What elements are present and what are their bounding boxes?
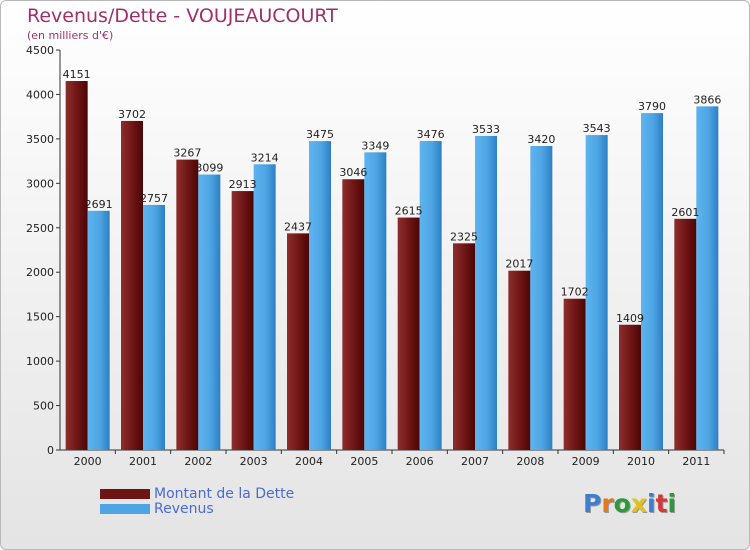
data-label-revenus: 3533 xyxy=(472,123,500,136)
data-label-dette: 3702 xyxy=(118,108,146,121)
bar-dette xyxy=(508,270,531,450)
data-label-dette: 3046 xyxy=(339,166,367,179)
data-label-revenus: 2757 xyxy=(140,192,168,205)
bar-revenus xyxy=(253,164,276,451)
data-label-revenus: 3476 xyxy=(417,128,445,141)
data-label-dette: 2615 xyxy=(395,205,423,218)
legend-swatch-revenus xyxy=(100,503,150,514)
bar-dette xyxy=(287,233,309,450)
y-tick-label: 1500 xyxy=(26,311,54,324)
data-label-dette: 4151 xyxy=(63,68,91,81)
data-label-dette: 1702 xyxy=(561,286,589,299)
bar-revenus xyxy=(143,204,165,450)
bar-revenus xyxy=(530,146,553,450)
y-tick-label: 2500 xyxy=(26,222,54,235)
data-label-dette: 2913 xyxy=(229,178,257,191)
data-label-revenus: 3543 xyxy=(583,122,611,135)
y-tick-label: 4000 xyxy=(26,88,54,101)
data-label-dette: 2325 xyxy=(450,230,478,243)
x-tick-label: 2006 xyxy=(406,455,434,468)
x-tick-label: 2009 xyxy=(572,455,600,468)
bar-dette xyxy=(619,324,641,450)
y-tick-label: 0 xyxy=(47,444,54,457)
data-label-dette: 2601 xyxy=(671,206,699,219)
proxiti-logo: Proxiti xyxy=(583,489,677,518)
y-tick-label: 3000 xyxy=(26,177,54,190)
data-label-revenus: 3420 xyxy=(527,133,555,146)
x-tick-label: 2004 xyxy=(295,455,323,468)
axes: 0 500 1000 1500 2000 2500 3000 3500 4000 4500 2000… xyxy=(26,44,725,468)
bar-revenus xyxy=(696,106,719,450)
legend-label-revenus: Revenus xyxy=(154,500,214,517)
bar-dette xyxy=(453,243,475,450)
x-tick-label: 2008 xyxy=(516,455,544,468)
bar-dette xyxy=(674,218,697,450)
data-label-revenus: 3790 xyxy=(638,100,666,113)
data-label-revenus: 3349 xyxy=(361,139,389,152)
bar-revenus xyxy=(641,113,663,450)
data-label-revenus: 3099 xyxy=(195,162,223,175)
bar-revenus xyxy=(309,141,331,450)
chart-title: Revenus/Dette - VOUJEAUCOURT xyxy=(27,5,338,27)
bar-dette xyxy=(342,179,365,450)
bar-dette xyxy=(176,159,199,450)
y-tick-label: 1000 xyxy=(26,355,54,368)
x-tick-label: 2002 xyxy=(184,455,212,468)
chart-subtitle: (en milliers d'€) xyxy=(27,29,114,42)
bar-dette xyxy=(397,217,420,450)
bar-revenus xyxy=(198,174,221,451)
bar-revenus xyxy=(419,141,442,450)
x-tick-label: 2005 xyxy=(350,455,378,468)
x-tick-label: 2010 xyxy=(627,455,655,468)
x-tick-label: 2007 xyxy=(461,455,489,468)
bar-dette xyxy=(231,191,254,451)
data-label-dette: 2017 xyxy=(505,258,533,271)
data-label-revenus: 3475 xyxy=(306,128,334,141)
data-label-revenus: 3866 xyxy=(693,93,721,106)
y-tick-label: 3500 xyxy=(26,133,54,146)
x-tick-label: 2003 xyxy=(240,455,268,468)
x-tick-label: 2001 xyxy=(129,455,157,468)
legend-item-dette: Montant de la Dette xyxy=(100,485,295,502)
data-label-dette: 2437 xyxy=(284,220,312,233)
bar-revenus xyxy=(475,135,497,450)
bar-dette xyxy=(65,81,88,451)
data-label-dette: 1409 xyxy=(616,312,644,325)
y-tick-label: 500 xyxy=(33,400,54,413)
legend-swatch-dette xyxy=(100,488,150,499)
y-tick-label: 4500 xyxy=(26,44,54,57)
legend: Montant de la Dette Revenus xyxy=(100,485,295,517)
data-labels: 4151 2691 3702 2757 3267 3099 2913 3214 2437 3475… xyxy=(63,68,722,325)
data-label-dette: 3267 xyxy=(173,147,201,160)
data-label-revenus: 2691 xyxy=(85,198,113,211)
legend-item-revenus: Revenus xyxy=(100,500,294,517)
data-label-revenus: 3214 xyxy=(251,151,279,164)
x-tick-label: 2011 xyxy=(682,455,710,468)
bar-dette xyxy=(121,120,143,450)
x-tick-label: 2000 xyxy=(74,455,102,468)
bar-revenus xyxy=(87,210,110,450)
bar-revenus xyxy=(364,152,387,451)
bar-dette xyxy=(563,298,586,450)
bars xyxy=(65,81,719,451)
legend-label-dette: Montant de la Dette xyxy=(154,485,295,502)
y-tick-label: 2000 xyxy=(26,266,54,279)
bar-revenus xyxy=(585,135,608,451)
